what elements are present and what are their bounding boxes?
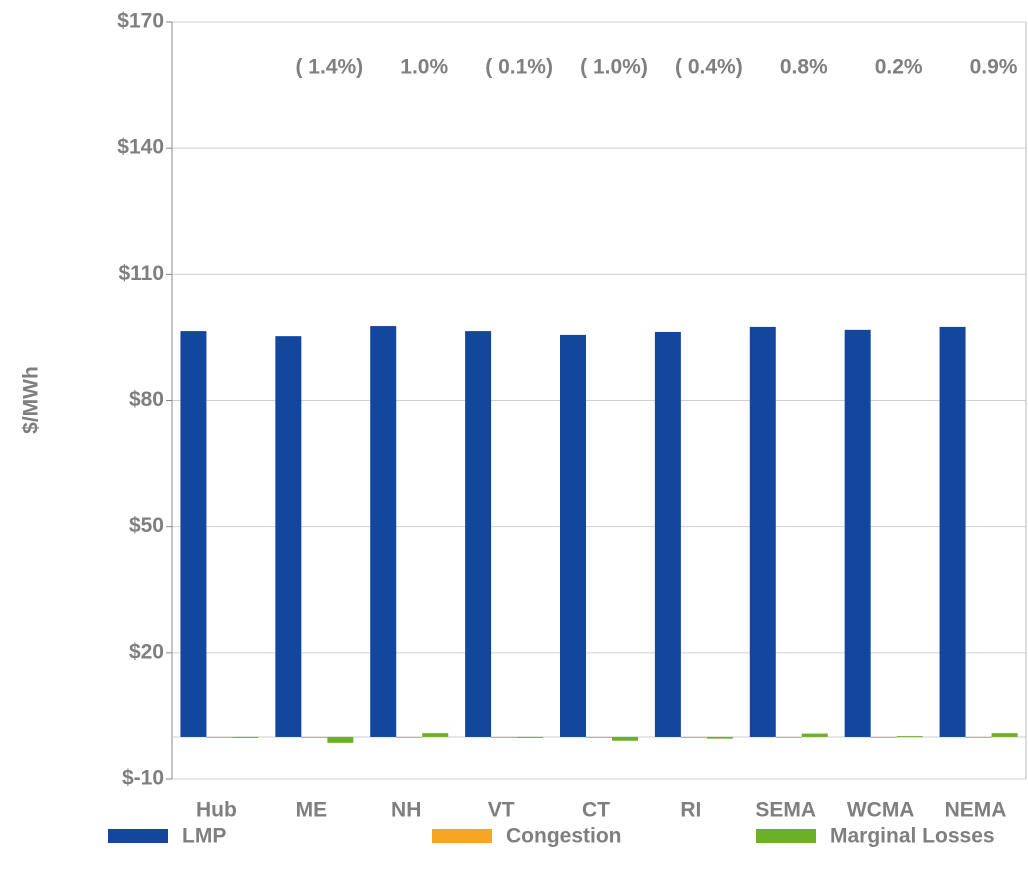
- annotation: ( 0.4%): [675, 56, 743, 79]
- bar: [612, 736, 638, 741]
- y-tick-label: $140: [117, 136, 164, 159]
- bar: [749, 326, 776, 737]
- bar: [491, 736, 518, 738]
- y-tick-label: $170: [117, 10, 164, 33]
- legend-label: Marginal Losses: [830, 825, 995, 848]
- bar: [939, 326, 966, 737]
- y-tick-label: $-10: [122, 767, 164, 790]
- bar: [775, 736, 802, 738]
- x-tick-label: WCMA: [847, 799, 915, 822]
- x-tick-label: SEMA: [755, 799, 816, 822]
- x-tick-label: VT: [488, 799, 515, 822]
- bar: [654, 331, 681, 737]
- legend-swatch: [756, 829, 816, 843]
- x-tick-label: RI: [680, 799, 701, 822]
- bar: [301, 736, 328, 738]
- bar: [991, 733, 1018, 737]
- annotation: ( 0.1%): [485, 56, 553, 79]
- x-tick-label: Hub: [196, 799, 237, 822]
- bar: [560, 334, 586, 737]
- annotation: 0.2%: [875, 56, 923, 79]
- y-tick-label: $80: [129, 388, 164, 411]
- legend-label: LMP: [182, 825, 226, 848]
- bar: [275, 336, 302, 737]
- bar: [370, 326, 397, 737]
- bar: [680, 736, 707, 738]
- bar: [465, 331, 492, 737]
- bar: [206, 736, 233, 738]
- bar: [844, 329, 871, 737]
- x-tick-label: ME: [296, 799, 328, 822]
- annotation: 0.8%: [780, 56, 828, 79]
- y-tick-label: $20: [129, 640, 164, 663]
- bar: [870, 736, 897, 738]
- bar: [422, 733, 449, 737]
- x-tick-label: NEMA: [945, 799, 1007, 822]
- bar: [965, 736, 992, 738]
- annotation: ( 1.0%): [580, 56, 648, 79]
- legend-label: Congestion: [506, 825, 622, 848]
- bar: [180, 331, 207, 737]
- bar: [801, 733, 828, 737]
- legend-swatch: [432, 829, 492, 843]
- y-axis-title: $/MWh: [20, 366, 43, 434]
- y-tick-label: $50: [129, 514, 164, 537]
- annotation: 0.9%: [970, 56, 1018, 79]
- legend-swatch: [108, 829, 168, 843]
- bar: [517, 736, 544, 738]
- x-tick-label: NH: [391, 799, 421, 822]
- bar: [327, 736, 354, 743]
- x-tick-label: CT: [582, 799, 610, 822]
- annotation: 1.0%: [400, 56, 448, 79]
- bar: [706, 736, 733, 739]
- y-tick-label: $110: [118, 262, 164, 285]
- bar: [586, 736, 612, 738]
- bar: [396, 736, 423, 738]
- bar: [232, 736, 259, 738]
- annotation: ( 1.4%): [295, 56, 363, 79]
- bar: [896, 736, 923, 738]
